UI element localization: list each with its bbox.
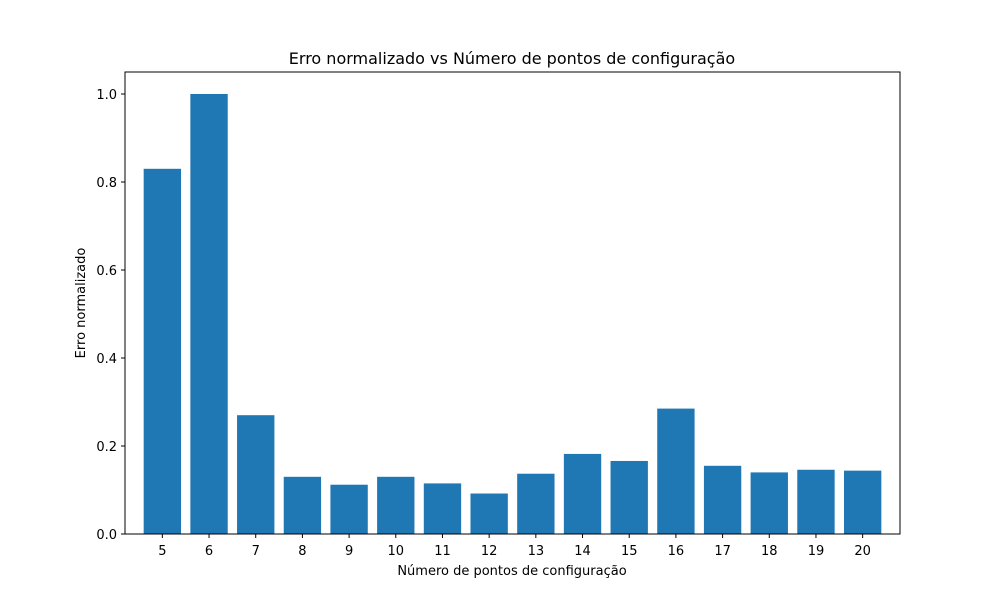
bar-15 bbox=[610, 460, 648, 534]
x-tick-label: 6 bbox=[205, 544, 213, 559]
x-axis-ticks: 5 6 7 8 9 10 11 12 13 14 15 16 17 18 19 20 bbox=[158, 534, 871, 559]
bar-12 bbox=[470, 493, 508, 534]
y-tick-label: 0.2 bbox=[96, 440, 117, 455]
chart-title: Erro normalizado vs Número de pontos de … bbox=[289, 49, 735, 68]
x-axis-title: Número de pontos de configuração bbox=[397, 564, 626, 579]
bar-19 bbox=[797, 469, 835, 534]
x-tick-label: 15 bbox=[621, 544, 638, 559]
bar-14 bbox=[563, 453, 602, 534]
x-tick-label: 20 bbox=[854, 544, 871, 559]
y-axis-title: Erro normalizado bbox=[74, 248, 89, 359]
y-axis-ticks: 0.0 0.2 0.4 0.6 0.8 1.0 bbox=[96, 88, 125, 543]
bar-5 bbox=[143, 168, 182, 535]
x-tick-label: 18 bbox=[761, 544, 778, 559]
y-tick-label: 0.0 bbox=[96, 528, 117, 543]
y-tick-label: 0.4 bbox=[96, 352, 117, 367]
bar-16 bbox=[657, 408, 695, 534]
bar-13 bbox=[517, 473, 555, 534]
x-tick-label: 11 bbox=[434, 544, 451, 559]
x-tick-label: 14 bbox=[574, 544, 591, 559]
bar-20 bbox=[843, 470, 882, 534]
bar-11 bbox=[423, 483, 462, 534]
bar-17 bbox=[703, 465, 742, 534]
x-tick-label: 12 bbox=[481, 544, 498, 559]
bar-6 bbox=[190, 94, 228, 534]
bar-10 bbox=[377, 476, 415, 534]
bar-7 bbox=[237, 415, 275, 534]
x-tick-label: 10 bbox=[388, 544, 405, 559]
x-tick-label: 9 bbox=[345, 544, 353, 559]
bar-9 bbox=[330, 484, 368, 534]
y-tick-label: 1.0 bbox=[96, 88, 117, 103]
x-tick-label: 13 bbox=[528, 544, 545, 559]
bars-group bbox=[143, 94, 882, 535]
bar-18 bbox=[750, 472, 788, 534]
x-tick-label: 5 bbox=[158, 544, 166, 559]
plot-frame bbox=[124, 71, 901, 535]
x-tick-label: 7 bbox=[252, 544, 260, 559]
y-tick-label: 0.6 bbox=[96, 264, 117, 279]
x-tick-label: 19 bbox=[808, 544, 825, 559]
x-tick-label: 16 bbox=[668, 544, 685, 559]
y-tick-label: 0.8 bbox=[96, 176, 117, 191]
x-tick-label: 17 bbox=[714, 544, 731, 559]
bar-8 bbox=[283, 476, 322, 534]
x-tick-label: 8 bbox=[298, 544, 306, 559]
